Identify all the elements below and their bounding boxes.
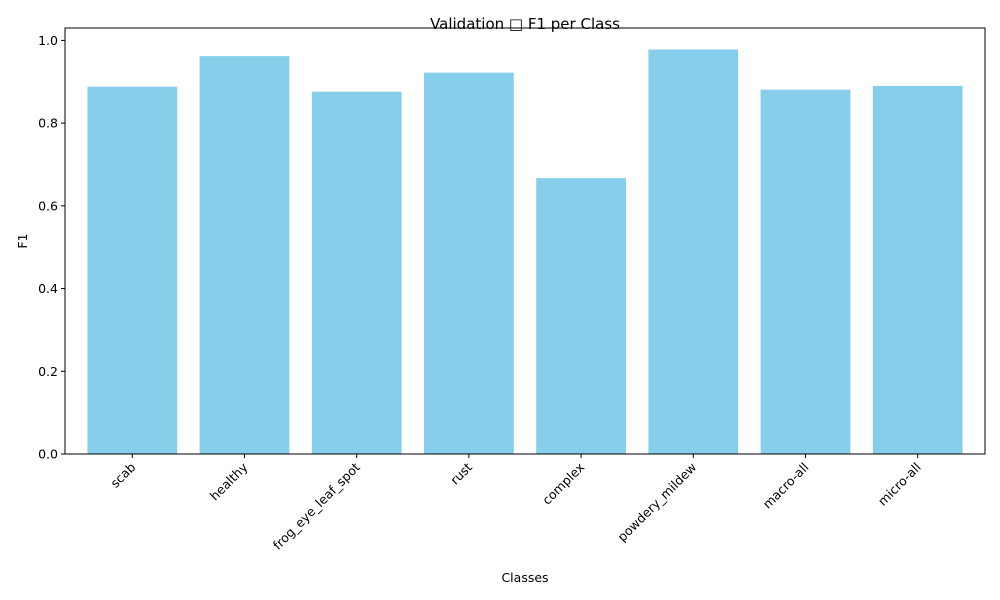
x-tick-label-complex: complex bbox=[539, 460, 587, 508]
bars-group bbox=[87, 49, 963, 455]
y-tick-label: 0.4 bbox=[38, 281, 58, 296]
x-tick-label-scab: scab bbox=[107, 459, 138, 490]
x-tick-label-macro-all: macro-all bbox=[760, 460, 812, 512]
y-axis-label: F1 bbox=[15, 233, 30, 248]
chart-title: Validation □ F1 per Class bbox=[430, 15, 620, 33]
bar-micro-all bbox=[872, 85, 963, 454]
bar-scab bbox=[87, 86, 178, 454]
bar-complex bbox=[536, 178, 626, 455]
x-axis-ticks: scab healthy frog_eye_leaf_spot rust complex… bbox=[107, 454, 924, 553]
bar-rust bbox=[424, 72, 514, 454]
y-tick-label: 0.2 bbox=[38, 364, 58, 379]
bar-frog_eye_leaf_spot bbox=[311, 91, 402, 454]
y-tick-label: 0.6 bbox=[38, 198, 58, 213]
x-tick-label-rust: rust bbox=[447, 459, 475, 487]
x-tick-label-frog_eye_leaf_spot: frog_eye_leaf_spot bbox=[270, 459, 363, 552]
x-tick-label-healthy: healthy bbox=[207, 459, 251, 503]
x-tick-label-powdery_mildew: powdery_mildew bbox=[614, 460, 699, 545]
y-tick-label: 0.8 bbox=[38, 116, 58, 131]
x-tick-label-micro-all: micro-all bbox=[875, 460, 924, 509]
y-tick-label: 1.0 bbox=[38, 33, 58, 48]
y-axis-ticks: 0.0 0.2 0.4 0.6 0.8 1.0 bbox=[38, 33, 65, 462]
bar-macro-all bbox=[760, 89, 851, 454]
x-axis-label: Classes bbox=[501, 570, 548, 585]
plot-frame bbox=[64, 27, 986, 455]
y-tick-label: 0.0 bbox=[38, 447, 58, 462]
bar-powdery_mildew bbox=[648, 49, 739, 454]
bar-healthy bbox=[199, 56, 290, 455]
